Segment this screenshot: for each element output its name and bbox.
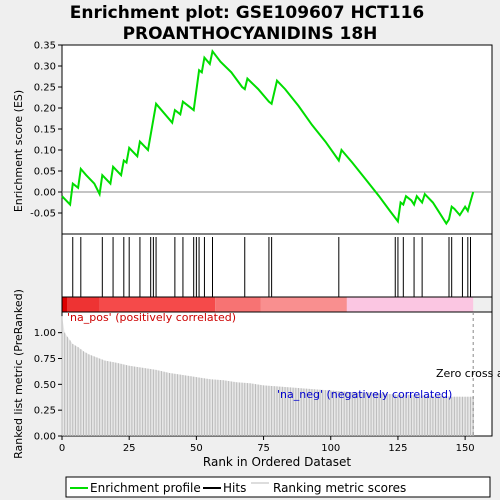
es-ytick-label: -0.05 bbox=[30, 209, 56, 220]
zero-cross-label: Zero cross at 153 bbox=[436, 367, 500, 380]
es-ytick-label: 0.10 bbox=[34, 146, 56, 157]
ranking-ylabel: Ranked list metric (PreRanked) bbox=[12, 289, 25, 459]
legend-hits-label: Hits bbox=[223, 481, 246, 495]
chart-title-line1: Enrichment plot: GSE109607 HCT116 bbox=[70, 3, 425, 23]
legend-box bbox=[65, 476, 491, 498]
enrichment-plot-area bbox=[61, 44, 493, 235]
xtick-label: 150 bbox=[456, 443, 475, 454]
x-axis: 0 25 50 75 100 125 150 bbox=[59, 436, 475, 454]
rank-ytick-label: 0.75 bbox=[34, 354, 56, 365]
xtick-label: 100 bbox=[321, 443, 340, 454]
xtick-label: 50 bbox=[190, 443, 203, 454]
hits-plot-area bbox=[61, 233, 493, 298]
color-band bbox=[346, 297, 474, 312]
color-band bbox=[99, 297, 216, 312]
es-ytick-label: 0.00 bbox=[34, 188, 56, 199]
xtick-label: 125 bbox=[388, 443, 407, 454]
rank-ytick-label: 0.00 bbox=[34, 432, 56, 443]
negative-correlated-label: 'na_neg' (negatively correlated) bbox=[277, 388, 452, 401]
enrichment-ylabel: Enrichment score (ES) bbox=[12, 90, 25, 212]
legend-ranking-label: Ranking metric scores bbox=[273, 481, 406, 495]
es-ytick-label: 0.35 bbox=[34, 41, 56, 52]
es-ytick-label: 0.25 bbox=[34, 83, 56, 94]
xtick-label: 25 bbox=[123, 443, 136, 454]
xtick-label: 0 bbox=[59, 443, 65, 454]
es-ytick-label: 0.05 bbox=[34, 167, 56, 178]
color-band bbox=[215, 297, 261, 312]
rank-ytick-label: 0.50 bbox=[34, 380, 56, 391]
legend: Enrichment profile Hits Ranking metric s… bbox=[65, 476, 491, 498]
color-bar bbox=[61, 296, 493, 313]
x-axis-label: Rank in Ordered Dataset bbox=[203, 455, 351, 469]
ranking-panel: 1.00 0.75 0.50 0.25 0.00 'na_pos' (positivel… bbox=[34, 311, 500, 443]
xtick-label: 75 bbox=[257, 443, 270, 454]
rank-ytick-label: 0.25 bbox=[34, 406, 56, 417]
rank-ytick-label: 1.00 bbox=[34, 328, 56, 339]
chart-title-line2: PROANTHOCYANIDINS 18H bbox=[123, 24, 378, 44]
positive-correlated-label: 'na_pos' (positively correlated) bbox=[67, 311, 236, 324]
color-band bbox=[67, 297, 100, 312]
ranking-metric-area bbox=[62, 316, 474, 436]
enrichment-panel: 0.35 0.30 0.25 0.20 0.15 0.10 0.05 0.00 -0.05 bbox=[30, 41, 493, 235]
color-band bbox=[62, 297, 68, 312]
es-ytick-label: 0.15 bbox=[34, 125, 56, 136]
enrichment-profile-line bbox=[61, 48, 475, 226]
legend-enrichment-label: Enrichment profile bbox=[90, 481, 201, 495]
es-ytick-label: 0.20 bbox=[34, 104, 56, 115]
hits-panel bbox=[61, 233, 493, 298]
color-band bbox=[260, 297, 347, 312]
es-ytick-label: 0.30 bbox=[34, 62, 56, 73]
